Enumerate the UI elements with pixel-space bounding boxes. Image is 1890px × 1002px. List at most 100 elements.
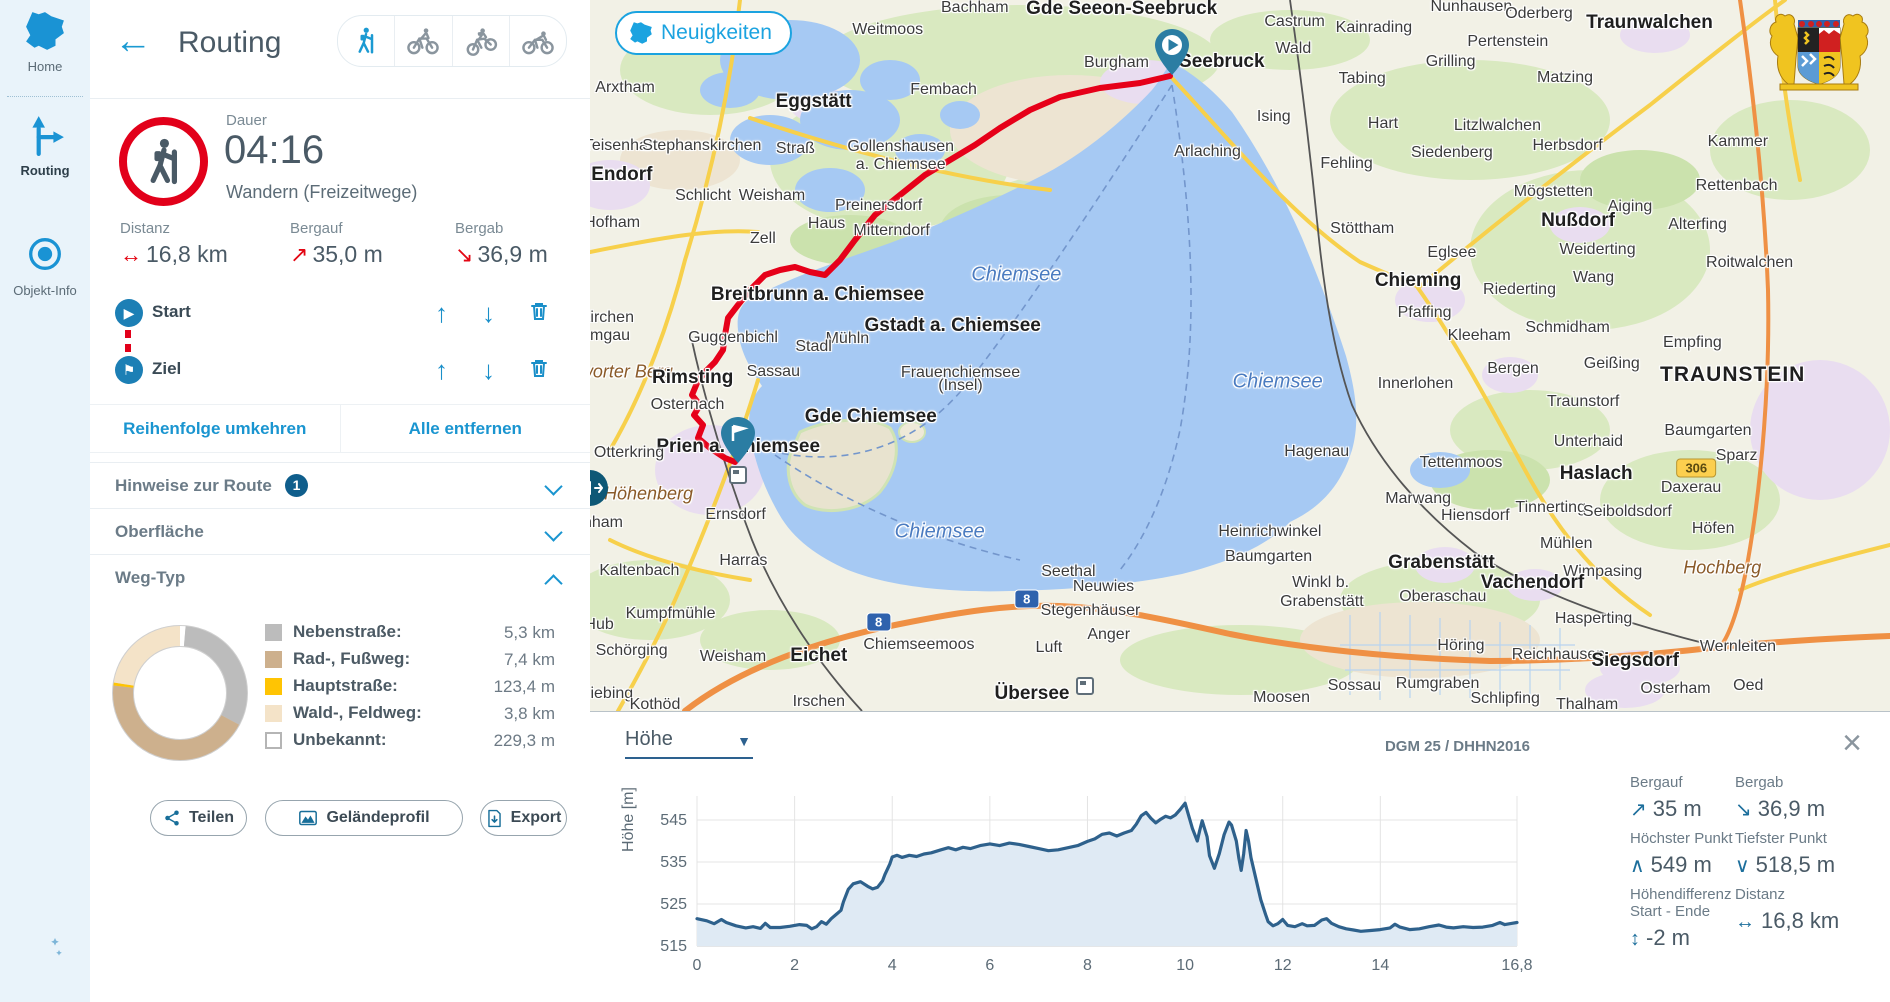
reverse-order-link[interactable]: Reihenfolge umkehren xyxy=(90,405,341,452)
lion-left xyxy=(1769,13,1799,85)
legend-row: Unbekannt: 229,3 m xyxy=(265,730,555,752)
map-label: Unterhaid xyxy=(1553,433,1624,451)
legend-swatch xyxy=(265,678,282,695)
legend-label: Unbekannt: xyxy=(293,730,387,749)
wandern-icon xyxy=(358,27,374,54)
map-label: Riederting xyxy=(1483,281,1556,299)
close-icon[interactable]: × xyxy=(1842,724,1862,762)
svg-text:515: 515 xyxy=(660,938,687,955)
road-shield: 8 xyxy=(865,612,892,632)
map-label: Straß xyxy=(775,140,815,158)
mode-wandern-button[interactable] xyxy=(338,16,396,66)
legend-label: Rad-, Fußweg: xyxy=(293,649,411,668)
legend-label: Nebenstraße: xyxy=(293,622,402,641)
sidebar-item-routing[interactable]: Routing xyxy=(0,114,90,178)
map-label: Anger xyxy=(1087,625,1131,643)
fahrrad-icon xyxy=(407,28,440,55)
map-label: Wang xyxy=(1572,269,1615,286)
map-label: Übersee xyxy=(994,682,1070,704)
map-label: Kothöd xyxy=(629,696,681,711)
svg-text:12: 12 xyxy=(1274,957,1292,974)
map-label: Castrum xyxy=(1264,13,1325,31)
map-label: Ernsdorf xyxy=(705,505,766,523)
news-button[interactable]: Neuigkeiten xyxy=(615,11,792,55)
map-label: d Endorf xyxy=(590,163,653,185)
map-label: Haslach xyxy=(1559,463,1633,485)
start-map-marker[interactable] xyxy=(1155,29,1190,80)
ziel-marker-icon[interactable]: ⚑ xyxy=(115,356,143,384)
move-up-button[interactable]: ↑ xyxy=(435,298,448,328)
start-marker-icon[interactable]: ▶ xyxy=(115,299,143,327)
svg-text:4: 4 xyxy=(888,957,897,974)
legend-value: 5,3 km xyxy=(503,623,555,642)
map-label: Traunstorf xyxy=(1547,392,1620,410)
map-canvas[interactable]: Weitmoos Bachham Gde Seeon-Seebruck Burgham… xyxy=(590,0,1890,711)
map-label: Giebing xyxy=(590,684,634,702)
news-button-label: Neuigkeiten xyxy=(661,21,772,44)
mode-mountainbike-button[interactable] xyxy=(453,16,510,66)
railways xyxy=(689,0,1721,711)
map-label: Mitterndorf xyxy=(853,222,930,240)
export-button[interactable]: Export xyxy=(480,800,567,836)
page-title: Routing xyxy=(178,26,282,59)
map-label: Siedenberg xyxy=(1410,143,1493,161)
map-label: Seebruck xyxy=(1179,50,1265,72)
map-label: Rettenbach xyxy=(1695,177,1778,195)
section-wegtyp[interactable]: Weg-Typ xyxy=(90,554,590,601)
road-shield: 306 xyxy=(1676,458,1717,478)
map-label: Wernleiten xyxy=(1699,638,1776,655)
map-label: Stephanskirchen xyxy=(642,136,762,154)
legend-row: Nebenstraße: 5,3 km xyxy=(265,622,555,644)
sidebar-item-objektinfo[interactable]: Objekt-Info xyxy=(0,232,90,298)
sidebar-item-label: Objekt-Info xyxy=(13,283,77,298)
legend-label: Hauptstraße: xyxy=(293,676,398,695)
delete-waypoint-button[interactable] xyxy=(527,355,551,387)
move-down-button[interactable]: ↓ xyxy=(482,355,495,385)
map-label: Litzlwalchen xyxy=(1453,116,1541,134)
remove-all-link[interactable]: Alle entfernen xyxy=(408,419,522,438)
profile-type-dropdown[interactable]: Höhe ▼ xyxy=(625,728,753,759)
map-label: Wald xyxy=(1275,40,1312,58)
map-graphics xyxy=(590,0,1890,711)
legend-row: Rad-, Fußweg: 7,4 km xyxy=(265,649,555,671)
mode-rennrad-button[interactable] xyxy=(510,16,566,66)
map-label: Irschen xyxy=(792,692,846,710)
move-up-button[interactable]: ↑ xyxy=(435,355,448,385)
terrain-profile-button[interactable]: Geländeprofil xyxy=(265,800,463,836)
delete-waypoint-button[interactable] xyxy=(527,298,551,330)
objekt-info-icon xyxy=(29,238,61,270)
legend-value: 3,8 km xyxy=(503,704,555,723)
map-label: Neuwies xyxy=(1072,577,1135,595)
map-label: Oberaschau xyxy=(1399,588,1487,606)
map-label: Arlaching xyxy=(1174,143,1241,161)
elevation-chart[interactable]: 545 535 525 515 0 2 4 6 8 10 12 14 16,8 xyxy=(660,796,1533,974)
map-label: emgau xyxy=(590,327,631,345)
map-label: Sassau xyxy=(746,362,800,380)
share-button[interactable]: Teilen xyxy=(150,800,247,836)
back-button[interactable]: ← xyxy=(114,20,152,62)
panel-splitter-handle[interactable] xyxy=(590,470,608,506)
stat-distanz: Distanz ↔ 16,8 km xyxy=(120,220,228,267)
roads-orange xyxy=(682,0,1890,711)
map-label: Innerlohen xyxy=(1377,374,1454,392)
map-label: Siegsdorf xyxy=(1591,650,1679,672)
map-label: Bachham xyxy=(941,0,1009,16)
map-label: Daxerau xyxy=(1660,478,1722,496)
map-label: Schlipfing xyxy=(1470,689,1540,707)
section-hinweise[interactable]: Hinweise zur Route 1 xyxy=(90,462,590,509)
legend-swatch xyxy=(265,732,282,749)
svg-text:10: 10 xyxy=(1176,957,1194,974)
map-label: Reichhausen xyxy=(1511,645,1606,663)
map-label: Arxtham xyxy=(595,79,655,97)
move-down-button[interactable]: ↓ xyxy=(482,298,495,328)
night-mode-toggle[interactable] xyxy=(0,928,90,973)
hiker-icon xyxy=(150,138,177,184)
map-label: Grilling xyxy=(1425,52,1476,70)
section-oberflaeche[interactable]: Oberfläche xyxy=(90,508,590,555)
activity-name: Wandern (Freizeitwege) xyxy=(226,182,418,202)
map-label: Chiemseemoos xyxy=(863,635,975,653)
mode-fahrrad-button[interactable] xyxy=(395,16,453,66)
sidebar-item-home[interactable]: Home xyxy=(0,10,90,74)
chevron-down-icon: ▼ xyxy=(737,733,751,749)
ziel-map-marker[interactable] xyxy=(721,416,756,468)
